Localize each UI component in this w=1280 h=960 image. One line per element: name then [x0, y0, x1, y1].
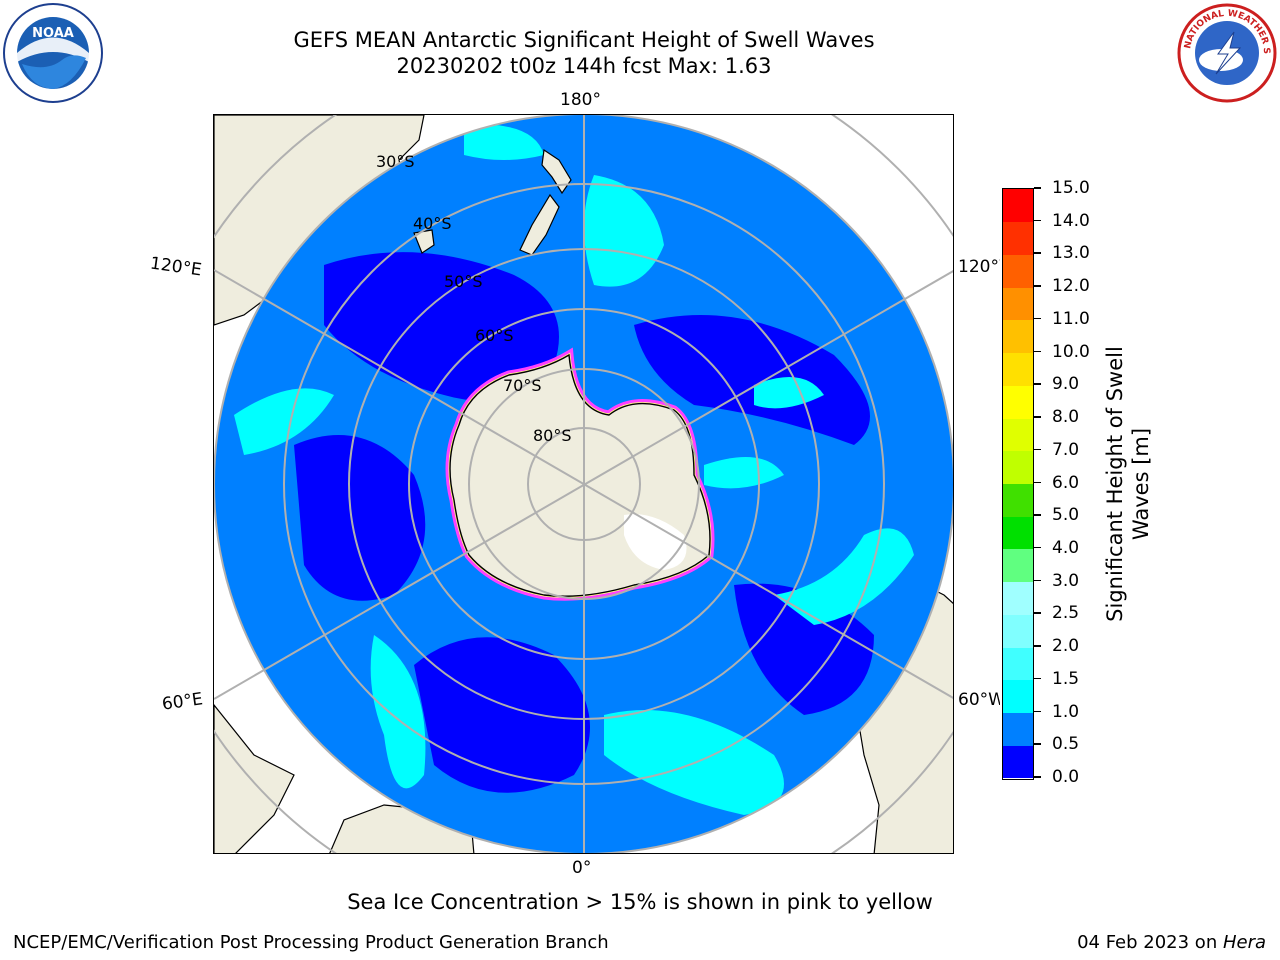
colorbar-segment — [1003, 450, 1033, 484]
colorbar-tick-mark — [1034, 481, 1041, 483]
colorbar-tick-label: 5.0 — [1052, 505, 1080, 526]
colorbar-segment — [1003, 647, 1033, 681]
colorbar-tick-label: 13.0 — [1052, 243, 1090, 264]
lon-label-left-lower: 60°E — [160, 689, 205, 715]
colorbar-segment — [1003, 418, 1033, 452]
colorbar-tick-mark — [1034, 317, 1041, 320]
chart-title: GEFS MEAN Antarctic Significant Height o… — [293, 28, 875, 52]
colorbar-tick-label: 15.0 — [1052, 178, 1090, 198]
antarctica — [445, 347, 715, 601]
colorbar-segment — [1003, 581, 1033, 615]
colorbar-tick-mark — [1034, 252, 1041, 254]
chart-subtitle-forecast: 20230202 t00z 144h fcst Max: 1.63 — [396, 54, 772, 78]
lat-label-70s: 70°S — [503, 376, 542, 395]
colorbar-tick-label: 2.5 — [1052, 603, 1080, 624]
colorbar-segment — [1003, 287, 1033, 321]
sea-ice-note: Sea Ice Concentration > 15% is shown in … — [347, 890, 933, 914]
colorbar-tick-mark — [1034, 677, 1041, 680]
colorbar-tick-label: 1.5 — [1052, 668, 1080, 689]
colorbar-segment — [1003, 679, 1033, 714]
colorbar-tick-mark — [1034, 645, 1041, 647]
colorbar-tick-mark — [1034, 416, 1041, 418]
colorbar-segment — [1003, 712, 1033, 746]
colorbar-tick-mark — [1034, 285, 1041, 287]
colorbar-segment — [1003, 614, 1033, 648]
lat-label-60s: 60°S — [475, 326, 514, 345]
colorbar-tick-label: 8.0 — [1052, 407, 1080, 428]
colorbar-tick-mark — [1034, 579, 1041, 582]
colorbar-tick-mark — [1034, 187, 1041, 189]
footer-host: Hera — [1222, 932, 1266, 953]
colorbar-tick-label: 0.5 — [1052, 734, 1080, 755]
colorbar-tick-label: 11.0 — [1052, 308, 1090, 329]
lon-label-right-upper: 120°W — [958, 257, 1000, 277]
colorbar-segment — [1003, 189, 1033, 223]
colorbar-label-line1: Significant Height of Swell — [1103, 346, 1127, 622]
colorbar-tick-mark — [1034, 776, 1041, 778]
colorbar-tick-label: 4.0 — [1052, 537, 1080, 558]
islands — [413, 148, 572, 256]
colorbar-tick-mark — [1034, 514, 1041, 516]
colorbar-segment — [1003, 745, 1033, 779]
lat-label-50s: 50°S — [444, 272, 483, 291]
colorbar-tick-label: 0.0 — [1052, 767, 1080, 787]
colorbar-tick-mark — [1034, 448, 1041, 451]
colorbar-label: Significant Height of Swell Waves [m] — [1102, 184, 1154, 784]
colorbar-segment — [1003, 254, 1033, 288]
colorbar-tick-mark — [1034, 612, 1041, 614]
colorbar-segment — [1003, 221, 1033, 255]
colorbar-segment — [1003, 319, 1033, 354]
lat-label-40s: 40°S — [413, 214, 452, 233]
lon-label-top: 180° — [560, 90, 601, 110]
footer-date-text: 04 Feb 2023 on — [1077, 932, 1223, 953]
colorbar-tick-label: 1.0 — [1052, 701, 1080, 722]
nws-logo: NATIONAL WEATHER SERVICE — [1176, 2, 1277, 103]
noaa-logo: NOAA — [3, 3, 103, 103]
footer-date: 04 Feb 2023 on Hera — [1077, 932, 1266, 953]
colorbar-tick-mark — [1034, 383, 1041, 385]
colorbar-segment — [1003, 385, 1033, 419]
colorbar-segment — [1003, 483, 1033, 517]
footer-producer: NCEP/EMC/Verification Post Processing Pr… — [13, 932, 609, 953]
colorbar-label-line2: Waves [m] — [1129, 427, 1153, 541]
colorbar-tick-label: 12.0 — [1052, 276, 1090, 297]
colorbar-tick-label: 9.0 — [1052, 374, 1080, 395]
polar-map-canvas — [214, 115, 953, 853]
colorbar-segment — [1003, 352, 1033, 386]
colorbar-segment — [1003, 548, 1033, 583]
colorbar-tick-label: 10.0 — [1052, 341, 1090, 362]
lon-label-bottom: 0° — [572, 858, 592, 878]
colorbar-tick-label: 14.0 — [1052, 210, 1090, 231]
colorbar-tick-mark — [1034, 710, 1041, 713]
lat-label-80s: 80°S — [533, 426, 572, 445]
lon-label-right-lower: 60°W — [958, 690, 1000, 710]
colorbar-tick-mark — [1034, 546, 1041, 549]
colorbar-segment — [1003, 516, 1033, 550]
lat-label-30s: 30°S — [376, 152, 415, 171]
colorbar-tick-label: 3.0 — [1052, 570, 1080, 591]
colorbar-tick-label: 7.0 — [1052, 439, 1080, 460]
colorbar-tick-mark — [1034, 350, 1041, 353]
lon-label-left-upper: 120°E — [148, 253, 203, 281]
noaa-logo-text: NOAA — [32, 26, 74, 41]
colorbar-tick-mark — [1034, 743, 1041, 745]
polar-map: 30°S 40°S 50°S 60°S 70°S 80°S — [213, 114, 954, 854]
colorbar-tick-mark — [1034, 219, 1041, 222]
colorbar-tick-label: 2.0 — [1052, 636, 1080, 657]
graticule — [214, 115, 953, 853]
colorbar — [1002, 188, 1034, 780]
colorbar-tick-label: 6.0 — [1052, 472, 1080, 493]
